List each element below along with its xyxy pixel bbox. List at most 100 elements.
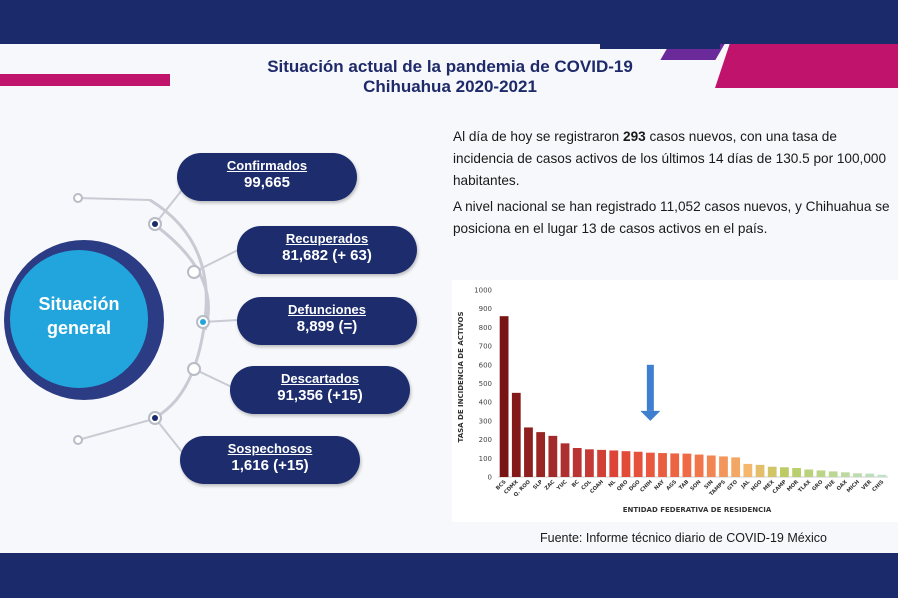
new-cases-count: 293	[623, 129, 646, 144]
bar-hgo	[755, 464, 765, 477]
y-tick-label: 600	[479, 361, 492, 369]
stat-label: Recuperados	[285, 231, 369, 246]
stat-sospechosos: Sospechosos 1,616 (+15)	[180, 436, 360, 484]
top-right-stripe-navy	[600, 44, 720, 49]
x-tick-label: JAL	[740, 479, 752, 491]
bar-gro	[816, 470, 826, 477]
stat-label: Confirmados	[226, 158, 308, 173]
y-tick-label: 900	[479, 305, 492, 313]
x-tick-label: YUC	[555, 479, 568, 492]
y-tick-label: 200	[479, 436, 492, 444]
bar-tamps	[719, 456, 728, 477]
bar-camp	[780, 467, 789, 477]
bar-mex	[767, 466, 777, 477]
bar-chih	[645, 452, 655, 477]
x-tick-label: COAH	[589, 479, 605, 495]
bar-mor	[792, 468, 801, 477]
stat-defunciones: Defunciones 8,899 (=)	[237, 297, 417, 345]
y-tick-label: 500	[479, 380, 492, 388]
bar-nl	[609, 450, 619, 477]
bar-yuc	[560, 443, 570, 477]
bar-ver	[865, 473, 875, 477]
source-note: Fuente: Informe técnico diario de COVID-…	[540, 531, 827, 545]
bar-col	[585, 449, 594, 477]
x-tick-label: NL	[608, 479, 618, 489]
stat-confirmados: Confirmados 99,665	[177, 153, 357, 201]
stat-value: 1,616 (+15)	[231, 457, 309, 474]
y-axis-label: TASA DE INCIDENCIA DE ACTIVOS	[457, 311, 465, 442]
bar-oax	[840, 472, 850, 477]
bar-pue	[828, 471, 838, 477]
bar-chis	[877, 474, 887, 477]
stat-label: Descartados	[280, 371, 360, 386]
x-axis-label: ENTIDAD FEDERATIVA DE RESIDENCIA	[623, 506, 772, 514]
bottom-band	[0, 553, 898, 598]
top-band	[0, 0, 898, 44]
x-tick-label: CHIH	[639, 479, 653, 493]
y-tick-label: 300	[479, 417, 492, 425]
stat-value: 91,356 (+15)	[277, 387, 363, 404]
y-tick-label: 100	[479, 455, 492, 463]
connector-node	[187, 265, 201, 279]
x-tick-label: SON	[689, 479, 702, 492]
connector-node	[73, 435, 83, 445]
bar-qroo	[524, 427, 533, 477]
stat-label: Sospechosos	[227, 441, 313, 456]
bar-gto	[731, 457, 741, 477]
stat-descartados: Descartados 91,356 (+15)	[230, 366, 410, 414]
x-tick-label: SLP	[532, 479, 544, 491]
page-subtitle: Chihuahua 2020-2021	[363, 77, 537, 96]
bar-son	[694, 454, 704, 477]
stat-value: 99,665	[244, 174, 290, 191]
x-tick-label: QRO	[616, 479, 630, 493]
x-tick-label: HGO	[750, 479, 764, 493]
stat-label: Defunciones	[287, 302, 366, 317]
highlight-arrow-icon	[640, 364, 661, 421]
x-tick-label: CAMP	[772, 479, 788, 495]
x-tick-label: TLAX	[797, 479, 812, 494]
stat-value: 81,682 (+ 63)	[282, 247, 372, 264]
bar-nay	[658, 453, 667, 477]
stat-value: 8,899 (=)	[296, 318, 358, 335]
x-tick-label: NAY	[653, 479, 666, 492]
x-tick-label: MICH	[846, 479, 861, 494]
chart-panel: 0 100 200 300 400 500 600 700 800 900 1000 BCS CDMX…	[452, 280, 898, 522]
top-right-stripe-magenta	[715, 44, 898, 88]
y-tick-label: 700	[479, 343, 492, 351]
bar-jal	[743, 463, 753, 477]
connector-node	[73, 193, 83, 203]
x-tick-label: ZAC	[544, 479, 557, 492]
y-tick-label: 0	[488, 474, 492, 482]
bar-bc	[572, 448, 582, 477]
bar-coah	[597, 449, 606, 477]
bar-bcs	[499, 316, 509, 477]
bar-tlax	[804, 469, 814, 477]
bar-tab	[682, 453, 692, 478]
summary-paragraph-2: A nivel nacional se han registrado 11,05…	[453, 199, 890, 236]
bar-dgo	[633, 451, 643, 477]
page-title: Situación actual de la pandemia de COVID…	[267, 57, 633, 76]
x-tick-label: GRO	[811, 479, 825, 493]
bar-qro	[621, 451, 631, 477]
y-tick-label: 1000	[474, 287, 492, 295]
x-tick-label: SIN	[703, 479, 714, 490]
summary-paragraph-1: Al día de hoy se registraron 293 casos n…	[453, 129, 887, 188]
top-left-stripe	[0, 74, 170, 86]
bar-ags	[670, 453, 680, 477]
stat-recuperados: Recuperados 81,682 (+ 63)	[237, 226, 417, 274]
x-tick-label: AGS	[665, 479, 678, 492]
y-tick-label: 400	[479, 399, 492, 407]
bar-cdmx	[511, 392, 521, 477]
x-tick-label: GTO	[726, 479, 739, 492]
y-tick-label: 800	[479, 324, 492, 332]
x-tick-label: CHIS	[871, 479, 885, 493]
bar-slp	[536, 432, 546, 477]
x-tick-label: TAB	[678, 479, 690, 491]
connector-node	[187, 362, 201, 376]
x-tick-label: PUE	[824, 479, 837, 492]
hub-label: Situación general	[38, 294, 120, 338]
bar-zac	[548, 435, 558, 477]
hub-circle	[10, 250, 148, 388]
x-tick-label: BC	[571, 479, 581, 489]
